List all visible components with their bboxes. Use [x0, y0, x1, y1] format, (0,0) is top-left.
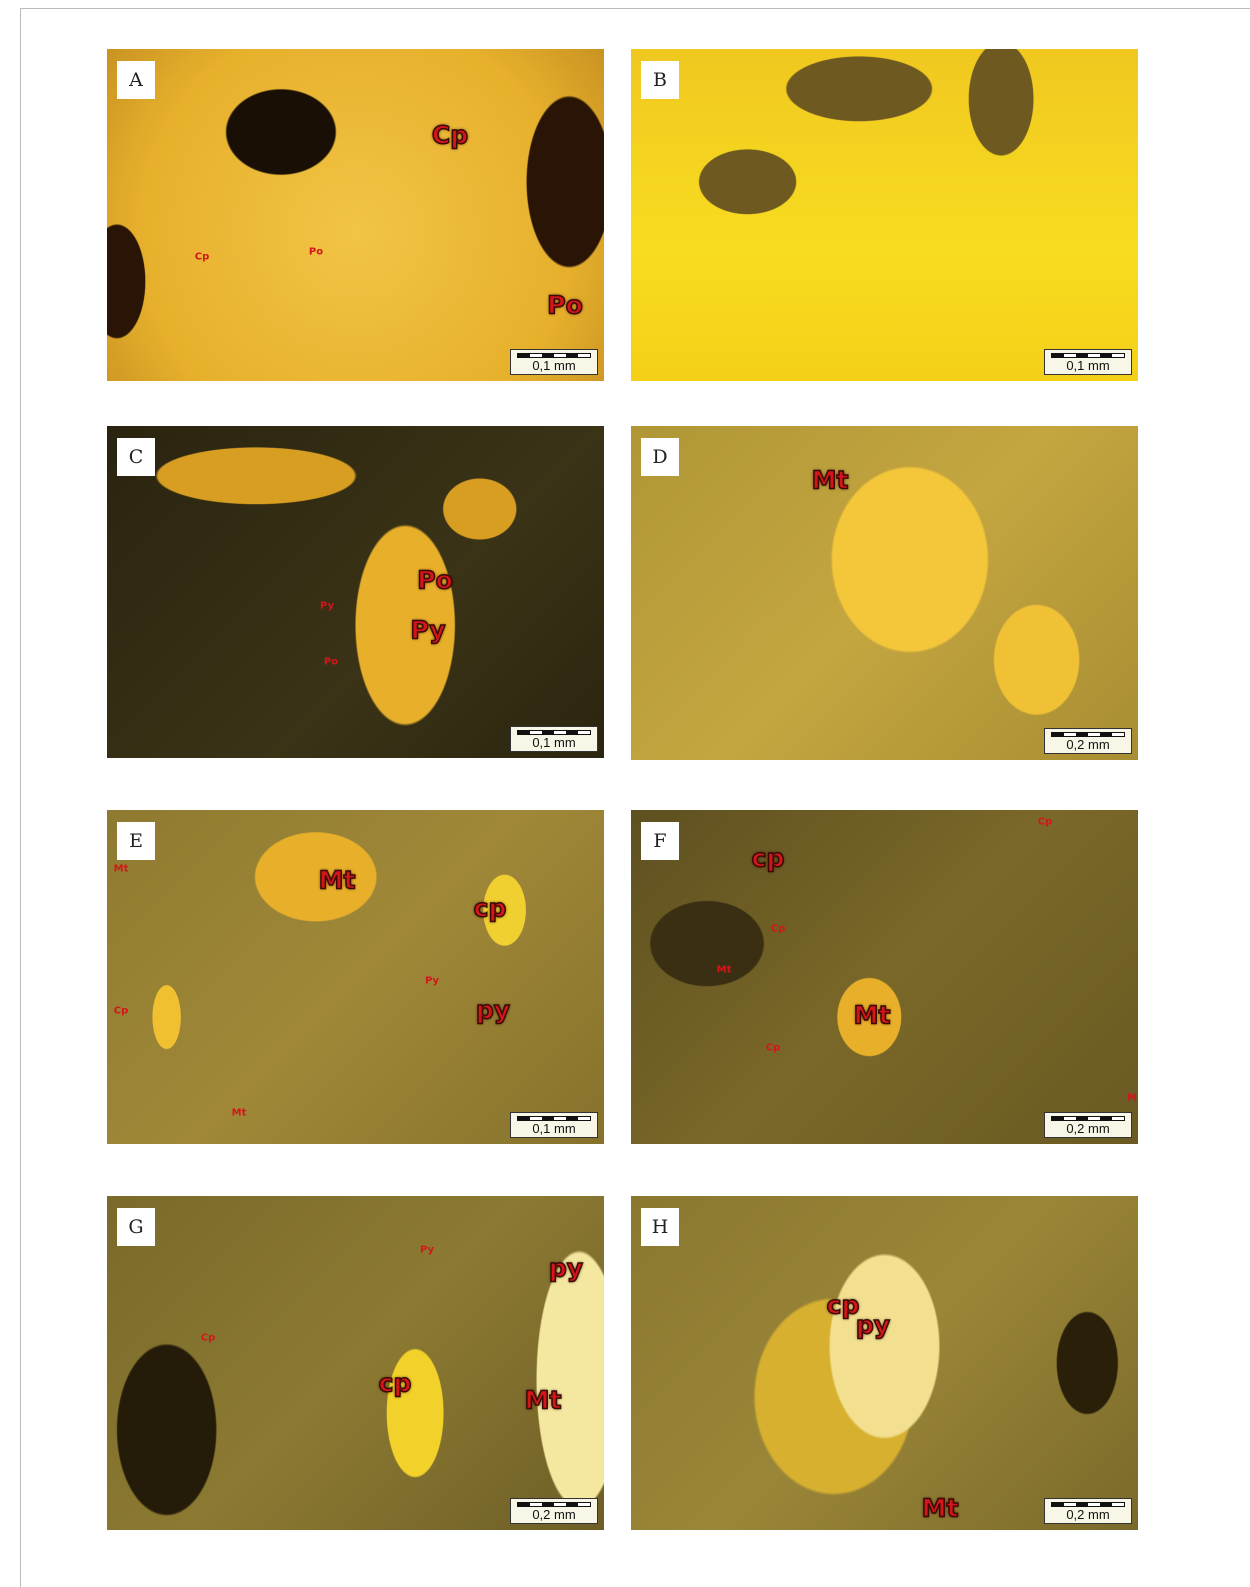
mineral-label: Py: [320, 601, 334, 612]
mineral-label: py: [856, 1311, 890, 1340]
scale-bar: 0,1 mm: [510, 726, 598, 752]
mineral-label: Cp: [201, 1333, 216, 1344]
mineral-label: Po: [324, 657, 338, 668]
panel-letter: H: [641, 1208, 679, 1246]
scale-bar: 0,2 mm: [1044, 1498, 1132, 1524]
mineral-label: Cp: [766, 1043, 781, 1054]
scale-bar: 0,2 mm: [1044, 728, 1132, 754]
mineral-label: M: [1127, 1093, 1137, 1104]
mineral-label: py: [476, 996, 510, 1025]
mineral-label: Py: [420, 1245, 434, 1256]
panel-letter: D: [641, 438, 679, 476]
mineral-label: Py: [425, 976, 439, 987]
mineral-label: Mt: [812, 466, 849, 495]
micrograph-panel: F 0,2 mm: [631, 810, 1138, 1144]
panel-letter: E: [117, 822, 155, 860]
micrograph-panel: H 0,2 mm: [631, 1196, 1138, 1530]
micrograph-panel: B 0,1 mm: [631, 49, 1138, 381]
micrograph-panel: A 0,1 mm: [107, 49, 604, 381]
mineral-label: Cp: [114, 1006, 129, 1017]
mineral-label: Mt: [319, 866, 356, 895]
micrograph-panel: C 0,1 mm: [107, 426, 604, 758]
scale-bar-label: 0,2 mm: [1045, 737, 1131, 752]
scale-bar: 0,1 mm: [1044, 349, 1132, 375]
mineral-label: cp: [379, 1369, 412, 1398]
mineral-label: cp: [827, 1291, 860, 1320]
mineral-label: Mt: [922, 1494, 959, 1523]
mineral-label: cp: [474, 894, 507, 923]
scale-bar-label: 0,1 mm: [511, 358, 597, 373]
mineral-label: Mt: [854, 1001, 891, 1030]
panel-letter: B: [641, 61, 679, 99]
mineral-label: py: [549, 1254, 583, 1283]
scale-bar-label: 0,1 mm: [511, 1121, 597, 1136]
mineral-label: Cp: [432, 121, 468, 150]
mineral-label: Cp: [1038, 817, 1053, 828]
micrograph-panel: E 0,1 mm: [107, 810, 604, 1144]
scale-bar: 0,1 mm: [510, 349, 598, 375]
mineral-label: Py: [410, 616, 445, 645]
panel-letter: C: [117, 438, 155, 476]
figure-page: A 0,1 mm Cp Cp Po Po B 0,1 mm C 0,1 mm Po Py Py Po D 0,…: [0, 0, 1250, 1587]
scale-bar-label: 0,2 mm: [511, 1507, 597, 1522]
mineral-label: Mt: [114, 864, 129, 875]
scale-bar-label: 0,1 mm: [1045, 358, 1131, 373]
scale-bar-label: 0,2 mm: [1045, 1507, 1131, 1522]
mineral-label: cp: [752, 844, 785, 873]
panel-letter: G: [117, 1208, 155, 1246]
mineral-label: Mt: [232, 1108, 247, 1119]
mineral-label: Po: [417, 566, 453, 595]
micrograph-panel: G 0,2 mm: [107, 1196, 604, 1530]
mineral-label: Po: [309, 247, 323, 258]
mineral-label: Mt: [525, 1386, 562, 1415]
scale-bar-label: 0,1 mm: [511, 735, 597, 750]
scale-bar: 0,2 mm: [510, 1498, 598, 1524]
mineral-label: Cp: [771, 924, 786, 935]
panel-letter: F: [641, 822, 679, 860]
mineral-label: Po: [547, 291, 583, 320]
panel-letter: A: [117, 61, 155, 99]
mineral-label: Cp: [195, 252, 210, 263]
scale-bar-label: 0,2 mm: [1045, 1121, 1131, 1136]
scale-bar: 0,1 mm: [510, 1112, 598, 1138]
scale-bar: 0,2 mm: [1044, 1112, 1132, 1138]
micrograph-panel: D 0,2 mm: [631, 426, 1138, 760]
mineral-label: Mt: [717, 965, 732, 976]
